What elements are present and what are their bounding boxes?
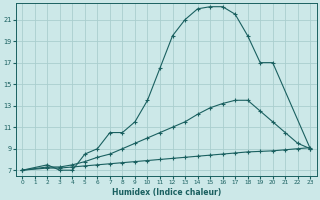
X-axis label: Humidex (Indice chaleur): Humidex (Indice chaleur) (112, 188, 221, 197)
